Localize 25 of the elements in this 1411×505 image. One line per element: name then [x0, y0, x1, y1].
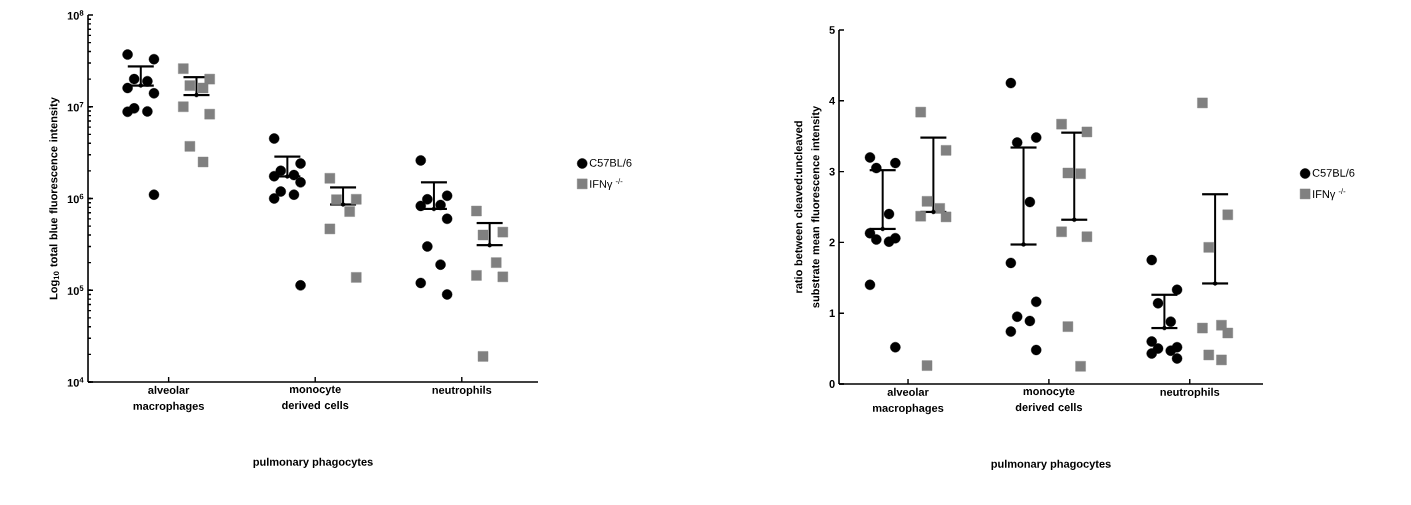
x-tick-label: neutrophils [432, 385, 492, 397]
x-axis-title: pulmonary phagocytes [991, 459, 1111, 470]
y-tick-label: 10$^{6}$ [67, 193, 84, 204]
x-tick-label: neutrophils [1160, 387, 1220, 399]
y-tick-label: 0 [829, 380, 835, 388]
y-tick-label: 10$^{7}$ [67, 102, 84, 112]
legend-label: C57BL/6 [1312, 168, 1355, 177]
y-tick-label: 2 [829, 238, 835, 247]
y-tick-label: 10$^{5}$ [67, 285, 84, 295]
y-tick-label: 3 [829, 167, 835, 176]
x-axis-title: pulmonary phagocytes [253, 457, 373, 468]
x-tick-label: alveolar macrophages [133, 385, 204, 413]
x-tick-label: alveolar macrophages [872, 387, 944, 415]
y-tick-label: 10$^{8}$ [67, 10, 84, 20]
y-tick-label: 1 [829, 309, 835, 317]
legend-label: IFNγ $^{-/-}$ [1313, 188, 1346, 201]
x-tick-label: monocyte derived cells [282, 385, 349, 410]
y-axis-title: ratio between cleaved:uncleaved substrate mean fluorescence intensity [794, 105, 822, 308]
y-tick-label: 5 [829, 26, 835, 34]
legend-label: IFNγ $^{-/-}$ [590, 178, 623, 191]
y-tick-label: 10$^{4}$ [67, 377, 84, 387]
legend-label: C57BL/6 [589, 158, 632, 167]
y-axis-title: Log$_{10}$ total blue fluorescence intensity [49, 97, 60, 300]
y-tick-label: 4 [829, 97, 836, 105]
x-tick-label: monocyte derived cells [1015, 387, 1083, 412]
